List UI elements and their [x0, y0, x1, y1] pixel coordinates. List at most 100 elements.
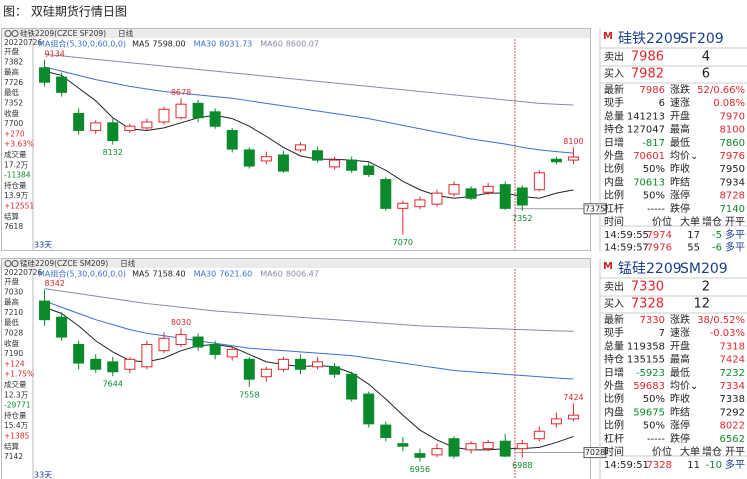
info-item: 收盘 — [4, 338, 19, 348]
quote-value: 8100 — [720, 125, 745, 136]
trade-header: 大单 — [680, 215, 700, 228]
candle-body — [431, 192, 443, 205]
info-date: 20220726 — [4, 38, 42, 47]
tab-icon — [11, 30, 19, 37]
candle-body — [533, 172, 545, 191]
trade-cell: 多平 — [725, 228, 745, 241]
quote-badge-bg — [601, 31, 611, 43]
candle-body — [277, 154, 289, 172]
info-item: 成交量 — [4, 149, 27, 159]
candle-body — [294, 358, 306, 370]
quote-label: 最新 — [604, 313, 624, 326]
candle-body — [294, 144, 306, 151]
price-annotation: 7558 — [239, 390, 259, 399]
quote-code: SM209 — [680, 261, 728, 277]
candle-body — [465, 188, 477, 199]
trade-header: 增仓 — [702, 445, 722, 458]
trade-cell: 14:59:51 — [604, 460, 649, 471]
candle-body — [329, 366, 341, 375]
info-item: +124 — [4, 359, 25, 368]
quote-value: 8022 — [720, 421, 745, 432]
quote-value: 7970 — [720, 111, 745, 122]
trade-cell: -6 — [712, 243, 722, 254]
info-item: 结算 — [4, 211, 19, 221]
candle-body — [124, 125, 136, 131]
candle-body — [550, 418, 562, 425]
quote-label: 日增 — [604, 136, 624, 149]
info-item: +1.75% — [4, 370, 34, 379]
price-annotation: 6956 — [410, 465, 430, 474]
price-annotation: 7352 — [512, 214, 532, 223]
quote-label: 涨跌 — [670, 313, 690, 326]
quote-label: 现手 — [604, 96, 624, 109]
candle-body — [158, 108, 170, 123]
info-item: 7726 — [4, 78, 23, 87]
tab-label: 硅铁2209(CZCE SF209) — [20, 28, 106, 38]
quote-value: 7934 — [720, 177, 745, 188]
info-item: 持仓量 — [4, 180, 27, 190]
days-label: 33天 — [34, 471, 52, 479]
trade-cell: -5 — [712, 230, 722, 241]
trade-header: 大单 — [680, 445, 700, 458]
ma-line — [44, 300, 574, 380]
info-item: 结算 — [4, 441, 19, 451]
candle-body — [482, 185, 494, 193]
info-item: 开盘 — [4, 276, 19, 286]
quote-value: ----- — [647, 204, 665, 215]
candle-body — [380, 179, 392, 209]
quote-value: 8728 — [720, 191, 745, 202]
candle-body — [277, 358, 289, 370]
trade-header: 时间 — [604, 215, 624, 228]
tab-icon — [4, 260, 12, 267]
days-label: 33天 — [34, 241, 52, 250]
quote-value: 7338 — [720, 394, 745, 405]
quote-label: 杠杆 — [604, 202, 624, 215]
quote-label: 杠杆 — [604, 432, 624, 445]
quote-label: 昨收 — [670, 162, 690, 175]
candle-body — [73, 113, 85, 131]
price-annotation: 8132 — [103, 148, 123, 157]
trade-header: 增仓 — [702, 215, 722, 228]
trade-cell: 7328 — [647, 460, 672, 471]
candle-body — [516, 443, 528, 450]
trade-cell: 多平 — [725, 241, 745, 254]
legend-name: MA30 — [194, 270, 217, 279]
tab-label: 锰硅2209(CZCE SM209) — [20, 258, 108, 268]
quote-value: 6562 — [720, 434, 745, 445]
quote-value: 7232 — [720, 368, 745, 379]
quote-value: 50% — [643, 421, 665, 432]
quote-value: 7976 — [720, 151, 745, 162]
quote-value: -5923 — [636, 368, 665, 379]
quote-label: 速涨 — [670, 327, 690, 339]
info-item: 最高 — [4, 297, 19, 307]
quote-side-price: 7986 — [631, 50, 664, 65]
candle-body — [397, 443, 409, 447]
candle-body — [380, 424, 392, 438]
candle-body — [226, 129, 238, 150]
quote-label: 涨停 — [670, 189, 690, 202]
tab-bar — [2, 259, 590, 268]
candle-body — [550, 158, 562, 163]
quote-label: 昨收 — [670, 392, 690, 405]
info-item: +12551 — [4, 202, 34, 211]
price-annotation: 7644 — [103, 380, 123, 389]
quote-side-volume: 2 — [702, 280, 710, 295]
candle-body — [414, 199, 426, 208]
quote-value: 50% — [643, 164, 665, 175]
quote-label: 最低 — [670, 366, 690, 379]
quote-label: 比例 — [604, 162, 624, 175]
candle-body — [346, 373, 358, 400]
quote-value: 59675 — [633, 407, 665, 418]
legend-value: 8006.47 — [286, 270, 319, 279]
quote-value: 7860 — [720, 138, 745, 149]
quote-value: ----- — [647, 434, 665, 445]
quote-badge-bg — [601, 261, 611, 273]
price-annotation: 8678 — [171, 88, 191, 97]
candle-body — [107, 361, 119, 373]
quote-value: 135155 — [627, 355, 665, 366]
candle-body — [209, 343, 221, 355]
candle-body — [448, 184, 460, 195]
price-annotation: 8100 — [563, 137, 583, 146]
price-marker-box — [583, 203, 607, 215]
